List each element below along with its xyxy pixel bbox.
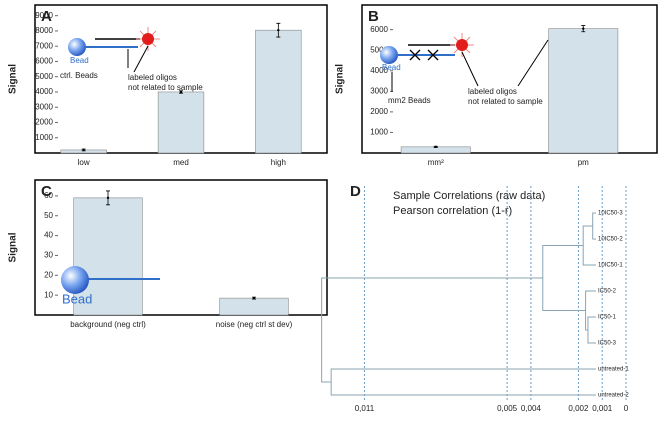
panel-label: D — [350, 183, 361, 200]
x-tick-label: med — [173, 158, 189, 167]
dendrogram-link — [585, 290, 596, 331]
annotation-c: Bead — [61, 266, 160, 306]
y-tick-label: 9000 — [35, 11, 53, 20]
x-tick-label: low — [78, 158, 90, 167]
bar — [548, 28, 619, 154]
annotation: Bead — [70, 56, 89, 65]
leaf-label: 10IC50-1 — [598, 263, 623, 269]
y-tick-label: 40 — [44, 231, 53, 240]
annotation: ctrl. Beads — [60, 71, 98, 80]
bar — [255, 29, 302, 154]
dendrogram-link — [321, 277, 543, 383]
panel-frame — [34, 179, 328, 316]
annotation: mm2 Beads — [388, 96, 431, 105]
panel-label: C — [41, 183, 52, 200]
x-tick-label: pm — [578, 158, 589, 167]
panel-frame — [361, 4, 658, 154]
annotation-b: Bead mm2 Beads labeled oligos not relate… — [380, 33, 549, 106]
mean-point — [82, 148, 85, 152]
dendrogram-link — [587, 316, 596, 344]
y-tick-label: 6000 — [35, 57, 53, 66]
leaf-label: 10IC50-2 — [598, 237, 623, 243]
annotation: not related to sample — [128, 83, 203, 92]
y-tick-label: 6000 — [370, 25, 388, 34]
x-tick-label: background (neg ctrl) — [70, 320, 146, 329]
y-tick-label: 30 — [44, 251, 53, 260]
dendrogram-link — [542, 245, 586, 311]
leaf-label: IC50-1 — [598, 315, 617, 321]
x-tick-label: high — [271, 158, 286, 167]
y-tick-label: 3000 — [35, 102, 53, 111]
y-axis-label: Signal — [335, 64, 346, 94]
bar — [219, 297, 289, 316]
y-axis-label: Signal — [8, 232, 19, 262]
y-tick-label: 5000 — [370, 45, 388, 54]
x-tick-label: 0,001 — [592, 404, 613, 413]
y-tick-label: 3000 — [370, 86, 388, 95]
mean-point — [277, 28, 280, 32]
leaf-label: IC50-2 — [598, 289, 617, 295]
bar — [157, 91, 205, 154]
x-tick-label: 0,004 — [521, 404, 542, 413]
x-tick-label: 0,011 — [355, 404, 375, 413]
dendrogram-link — [330, 368, 596, 396]
annotation: not related to sample — [468, 97, 543, 106]
leaf-label: untreated-1 — [598, 367, 629, 373]
mean-point — [106, 196, 110, 200]
y-tick-label: 2000 — [370, 107, 388, 116]
leaf-label: IC50-3 — [598, 341, 617, 347]
x-tick-label: 0,005 — [497, 404, 518, 413]
y-tick-label: 1000 — [35, 133, 53, 142]
annotation: labeled oligos — [128, 73, 177, 82]
x-tick-label: 0 — [624, 404, 629, 413]
chart-subtitle: Pearson correlation (1-r) — [393, 205, 512, 217]
y-tick-label: 7000 — [35, 41, 53, 50]
y-tick-label: 4000 — [370, 66, 388, 75]
leaf-label: untreated-2 — [598, 393, 629, 399]
annotation: labeled oligos — [468, 87, 517, 96]
chart-title: Sample Correlations (raw data) — [393, 190, 545, 202]
mean-point — [582, 27, 585, 30]
y-tick-label: 4000 — [35, 87, 53, 96]
x-tick-label: mm² — [428, 158, 444, 167]
panel-label: B — [368, 8, 379, 25]
x-tick-label: 0,002 — [568, 404, 589, 413]
dendrogram-link — [592, 212, 596, 240]
bar — [73, 197, 143, 316]
mean-point — [252, 296, 256, 300]
panel-label: A — [41, 8, 52, 25]
mean-point — [179, 90, 183, 94]
y-tick-label: 60 — [44, 191, 53, 200]
y-tick-label: 1000 — [370, 128, 388, 137]
y-tick-label: 20 — [44, 270, 53, 279]
y-tick-label: 50 — [44, 211, 53, 220]
y-tick-label: 10 — [44, 290, 53, 299]
mean-point — [434, 145, 437, 149]
leaf-label: 10IC50-3 — [598, 211, 623, 217]
dendrogram-link — [582, 225, 596, 266]
y-tick-label: 5000 — [35, 72, 53, 81]
annotation: Bead — [62, 291, 92, 306]
y-tick-label: 8000 — [35, 26, 53, 35]
x-tick-label: noise (neg ctrl st dev) — [216, 320, 293, 329]
annotation: Bead — [382, 63, 401, 72]
annotation-a: Bead ctrl. Beads labeled oligos not rela… — [60, 27, 203, 92]
y-axis-label: Signal — [8, 64, 19, 94]
y-tick-label: 2000 — [35, 118, 53, 127]
